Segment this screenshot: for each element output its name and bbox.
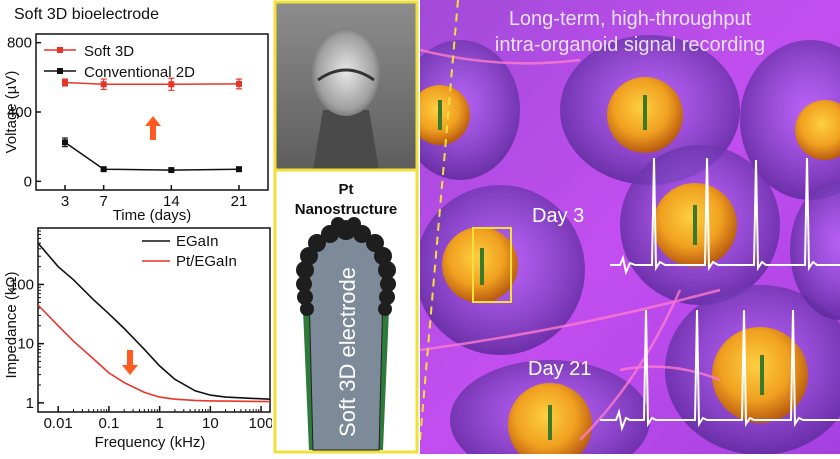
voltage-data-point: [62, 139, 68, 146]
voltage-y-tick-label: 0: [24, 173, 32, 190]
voltage-x-tick-label: 7: [99, 193, 107, 210]
pt-label: Pt: [339, 181, 354, 198]
impedance-x-tick-label: 1: [155, 415, 163, 432]
impedance-y-tick-label: 100: [9, 276, 34, 293]
impedance-legend: EGaIn Pt/EGaIn: [142, 233, 237, 270]
voltage-plot-frame: [35, 33, 269, 191]
impedance-series-line: [37, 242, 271, 400]
voltage-data-point: [236, 80, 242, 87]
panel-title: Soft 3D bioelectrode: [14, 6, 159, 23]
voltage-x-tick-label: 3: [61, 193, 69, 210]
organoid-electrodes: [438, 95, 764, 440]
zoom-line: [420, 0, 459, 441]
voltage-x-tick-label: 14: [163, 193, 180, 210]
voltage-data-point: [100, 166, 107, 173]
impedance-plot-frame: [37, 227, 271, 413]
arrow-up-annotation: [145, 116, 161, 140]
impedance-x-tick-label: 10: [202, 415, 219, 432]
impedance-y-label: Impedance (kΩ): [3, 271, 20, 378]
impedance-chart: 0.01 0.1 1 10 100 1 10 100 Impedance (kΩ) Frequ…: [3, 227, 272, 451]
impedance-x-label: Frequency (kHz): [95, 434, 206, 451]
left-panel: Soft 3D bioelectrode 3 7 14 21 0 400 800 Volta…: [0, 0, 272, 454]
impedance-x-tick-label: 0.1: [98, 415, 119, 432]
voltage-series-line: [64, 141, 240, 171]
right-title-line2: intra-organoid signal recording: [494, 34, 766, 56]
day21-trace: [600, 309, 840, 432]
voltage-y-tick-label: 800: [7, 35, 32, 52]
day21-label: Day 21: [528, 358, 592, 380]
impedance-x-tick-label: 100: [249, 415, 272, 432]
sem-nanostructure-tip: [312, 28, 380, 116]
voltage-y-label: Voltage (µV): [3, 71, 20, 154]
organoid-array-illustration: [420, 0, 840, 454]
wiring: [420, 48, 721, 441]
electrode-label: Soft 3D electrode: [335, 267, 360, 437]
legend-conventional-2d: Conventional 2D: [84, 64, 195, 81]
voltage-data-point: [168, 81, 175, 88]
pt-nanostructure-coating: [296, 217, 396, 316]
right-title-line1: Long-term, high-throughput: [508, 8, 752, 30]
voltage-data-point: [168, 167, 175, 174]
right-panel: Long-term, high-throughput intra-organoi…: [420, 0, 840, 454]
arrow-down-annotation: [122, 350, 138, 375]
impedance-x-tick-label: 0.01: [44, 415, 73, 432]
sem-shaft: [313, 110, 379, 170]
voltage-x-label: Time (days): [113, 207, 192, 224]
day3-label: Day 3: [532, 205, 585, 227]
day3-trace: [610, 157, 840, 276]
voltage-data-point: [62, 79, 68, 86]
right-title: Long-term, high-throughput intra-organoi…: [420, 6, 840, 58]
electrode-illustration: Pt Nanostructure Soft 3D electrode: [273, 0, 419, 454]
impedance-y-tick-label: 1: [26, 395, 34, 412]
nanostructure-label: Nanostructure: [295, 201, 398, 218]
voltage-data-point: [100, 81, 107, 88]
voltage-x-tick-label: 21: [231, 193, 248, 210]
voltage-data-point: [236, 166, 242, 173]
voltage-legend: Soft 3D Conventional 2D: [44, 43, 195, 81]
middle-panel: Pt Nanostructure Soft 3D electrode: [273, 0, 419, 454]
voltage-y-tick-label: 400: [7, 104, 32, 121]
zoom-box: [472, 227, 512, 303]
voltage-chart: 3 7 14 21 0 400 800 Voltage (µV) Time (days) S…: [3, 33, 269, 224]
legend-egain: EGaIn: [176, 233, 219, 250]
impedance-series-line: [37, 304, 271, 403]
impedance-y-tick-label: 10: [17, 336, 34, 353]
voltage-series-line: [64, 81, 240, 86]
legend-soft-3d: Soft 3D: [84, 43, 134, 60]
legend-pt-egain: Pt/EGaIn: [176, 253, 237, 270]
